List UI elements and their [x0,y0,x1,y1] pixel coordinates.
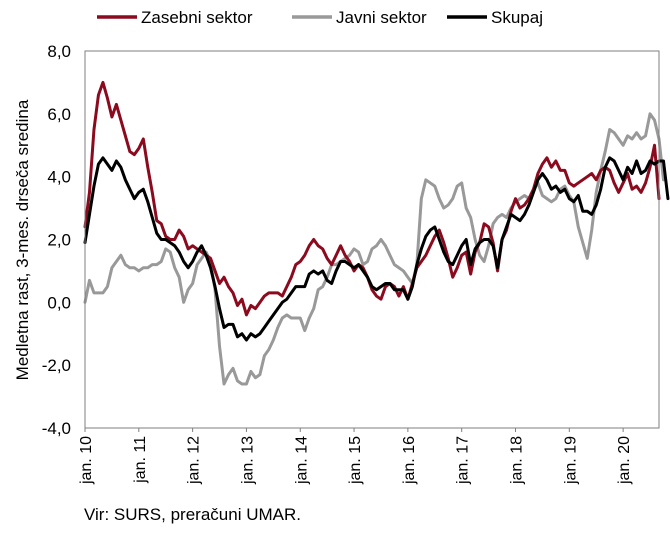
legend-label: Skupaj [491,8,543,27]
x-tick-label: jan. 17 [455,436,472,485]
y-tick-label: 4,0 [47,168,71,187]
x-tick-label: jan. 14 [293,436,310,485]
x-tick-label: jan. 12 [186,436,203,485]
y-tick-label: 0,0 [47,293,71,312]
y-tick-label: 2,0 [47,231,71,250]
x-axis: jan. 10 jan. 11 jan. 12 jan. 13 jan. 14 jan. … [78,428,633,485]
plot-frame [84,50,660,429]
y-axis: -4,0 -2,0 0,0 2,0 4,0 6,0 8,0 [42,42,71,438]
y-axis-title: Medletna rast, 3-mes. drseča sredina [13,99,32,380]
x-tick-label: jan. 16 [401,436,418,485]
x-tick-label: jan. 15 [347,436,364,485]
y-tick-label: 8,0 [47,42,71,61]
series-line-javni-sektor [83,112,665,386]
series-lines [83,80,670,386]
x-tick-label: jan. 10 [78,436,95,485]
source-note: Vir: SURS, preračuni UMAR. [84,505,301,524]
x-tick-label: jan. 20 [616,436,633,485]
x-tick-label: jan. 13 [239,436,256,485]
y-tick-label: -4,0 [42,419,71,438]
legend: Zasebni sektor Javni sektor Skupaj [97,8,543,27]
x-tick-label: jan. 19 [562,436,579,485]
x-tick-label: jan. 18 [509,436,526,485]
y-tick-label: 6,0 [47,105,71,124]
x-tick-label: jan. 11 [132,436,149,484]
series-line-zasebni-sektor [83,80,661,317]
legend-label: Zasebni sektor [141,8,253,27]
series-line-skupaj [83,156,670,342]
y-tick-label: -2,0 [42,356,71,375]
legend-label: Javni sektor [336,8,427,27]
